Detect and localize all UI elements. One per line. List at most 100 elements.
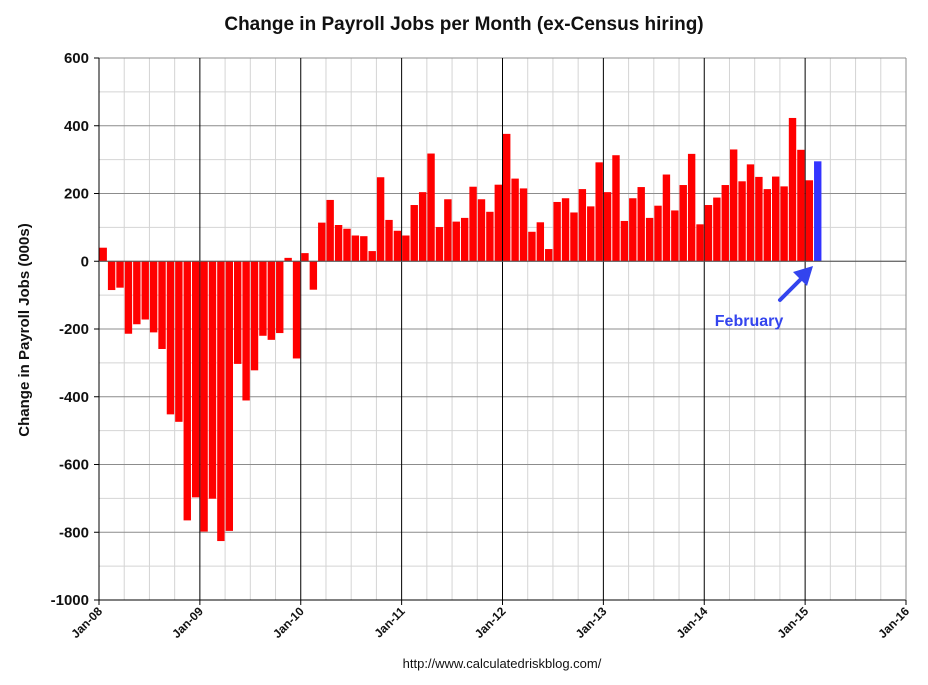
bar [200,261,208,532]
bar [671,210,679,262]
bar [578,189,587,262]
bar [595,162,603,262]
bar [503,133,511,262]
bar [755,176,763,262]
bar [259,261,267,336]
x-tick-label: Jan-14 [674,604,711,641]
bar [385,219,393,262]
y-tick-label: -600 [59,457,89,474]
bar [612,155,620,262]
bar [435,227,444,262]
bar [183,261,191,521]
bar [721,185,729,262]
bar [376,177,385,262]
axes [94,57,907,605]
x-tick-label: Jan-13 [573,604,610,641]
y-tick-label: -1000 [51,592,89,609]
bar [208,261,217,499]
bar [217,261,225,542]
bar [570,212,578,262]
bar [368,251,376,262]
bar [124,261,133,334]
bar [360,236,368,262]
source-url: http://www.calculatedriskblog.com/ [403,656,602,671]
bar [427,153,435,262]
y-tick-label: 200 [64,186,89,203]
bar [225,261,233,531]
bar [166,261,175,415]
x-tick-labels: Jan-08 Jan-09 Jan-10 Jan-11 Jan-12 Jan-13 Jan-… [68,604,912,641]
y-tick-label: -800 [59,524,89,541]
bar [620,220,629,262]
chart-title: Change in Payroll Jobs per Month (ex-Cen… [224,14,703,35]
x-tick-label: Jan-15 [774,604,811,641]
bar [276,261,284,334]
bar-february [814,161,822,262]
y-tick-label: 0 [81,253,89,270]
bar [763,189,771,262]
bar [158,261,166,349]
bar [410,205,418,262]
bar [477,199,486,262]
bar [444,199,452,262]
bar [687,153,696,262]
bar [704,205,713,262]
bar [561,198,570,262]
bar [343,228,351,262]
bar [318,222,326,262]
bar [334,225,343,262]
bar [301,253,309,262]
bar [141,261,149,320]
y-tick-label: 600 [64,50,89,67]
x-tick-label: Jan-09 [169,604,206,641]
bar [393,230,402,262]
y-tick-label: -200 [59,321,89,338]
bar [460,217,469,262]
bar [191,261,200,498]
x-tick-label: Jan-08 [68,604,105,641]
bar-series [99,117,822,542]
bar [242,261,250,401]
bar [662,174,671,262]
bar [326,199,334,262]
bar [645,217,654,262]
y-axis-label: Change in Payroll Jobs (000s) [16,223,33,436]
bar [519,188,528,262]
bar [746,164,755,262]
x-tick-label: Jan-11 [371,604,408,641]
bar [402,235,410,262]
bar [679,185,687,262]
bar [107,261,116,291]
bar [629,198,637,262]
bar [267,261,276,340]
bar [536,222,545,262]
february-annotation: February [715,266,813,330]
y-tick-label: -400 [59,389,89,406]
bar [234,261,242,364]
bar [637,187,645,262]
bar [797,149,805,262]
bar [418,192,427,262]
bar [729,149,738,262]
bar [511,178,519,262]
bar [528,231,536,262]
bar [452,221,460,262]
bar [772,176,780,262]
bar [486,211,494,262]
bar [351,235,360,262]
y-tick-label: 400 [64,118,89,135]
bar [494,184,502,262]
x-tick-label: Jan-10 [270,604,307,641]
bar [713,197,721,262]
bar [587,206,595,262]
x-tick-label: Jan-16 [875,604,912,641]
bar [805,180,814,262]
annotation-label: February [715,313,784,330]
bar [603,192,612,262]
x-tick-label: Jan-12 [472,604,509,641]
bar [133,261,141,325]
bar [553,201,561,262]
bar [309,261,318,290]
bar [149,261,158,333]
